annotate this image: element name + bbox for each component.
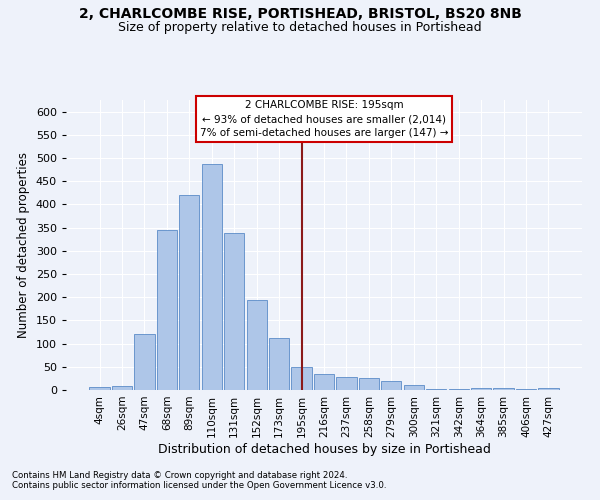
- Bar: [112, 386, 132, 390]
- Bar: [202, 164, 222, 390]
- Text: Contains public sector information licensed under the Open Government Licence v3: Contains public sector information licen…: [12, 481, 386, 490]
- Y-axis label: Number of detached properties: Number of detached properties: [17, 152, 30, 338]
- Bar: [426, 388, 446, 390]
- X-axis label: Distribution of detached houses by size in Portishead: Distribution of detached houses by size …: [158, 442, 490, 456]
- Bar: [493, 388, 514, 390]
- Text: 2, CHARLCOMBE RISE, PORTISHEAD, BRISTOL, BS20 8NB: 2, CHARLCOMBE RISE, PORTISHEAD, BRISTOL,…: [79, 8, 521, 22]
- Bar: [179, 195, 199, 390]
- Bar: [269, 338, 289, 390]
- Bar: [449, 389, 469, 390]
- Bar: [404, 386, 424, 390]
- Bar: [359, 378, 379, 390]
- Bar: [314, 374, 334, 390]
- Text: Contains HM Land Registry data © Crown copyright and database right 2024.: Contains HM Land Registry data © Crown c…: [12, 471, 347, 480]
- Bar: [337, 378, 356, 390]
- Text: 2 CHARLCOMBE RISE: 195sqm
← 93% of detached houses are smaller (2,014)
7% of sem: 2 CHARLCOMBE RISE: 195sqm ← 93% of detac…: [200, 100, 448, 138]
- Text: Size of property relative to detached houses in Portishead: Size of property relative to detached ho…: [118, 21, 482, 34]
- Bar: [247, 300, 267, 390]
- Bar: [157, 230, 177, 390]
- Bar: [381, 380, 401, 390]
- Bar: [89, 387, 110, 390]
- Bar: [471, 388, 491, 390]
- Bar: [224, 233, 244, 390]
- Bar: [516, 388, 536, 390]
- Bar: [134, 334, 155, 390]
- Bar: [538, 388, 559, 390]
- Bar: [292, 367, 311, 390]
